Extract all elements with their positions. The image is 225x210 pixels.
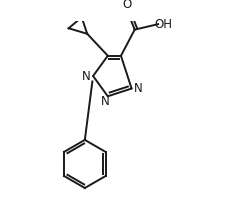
Text: OH: OH	[154, 18, 172, 31]
Text: N: N	[82, 70, 90, 83]
Text: N: N	[101, 95, 109, 108]
Text: N: N	[133, 82, 142, 95]
Text: O: O	[122, 0, 131, 11]
